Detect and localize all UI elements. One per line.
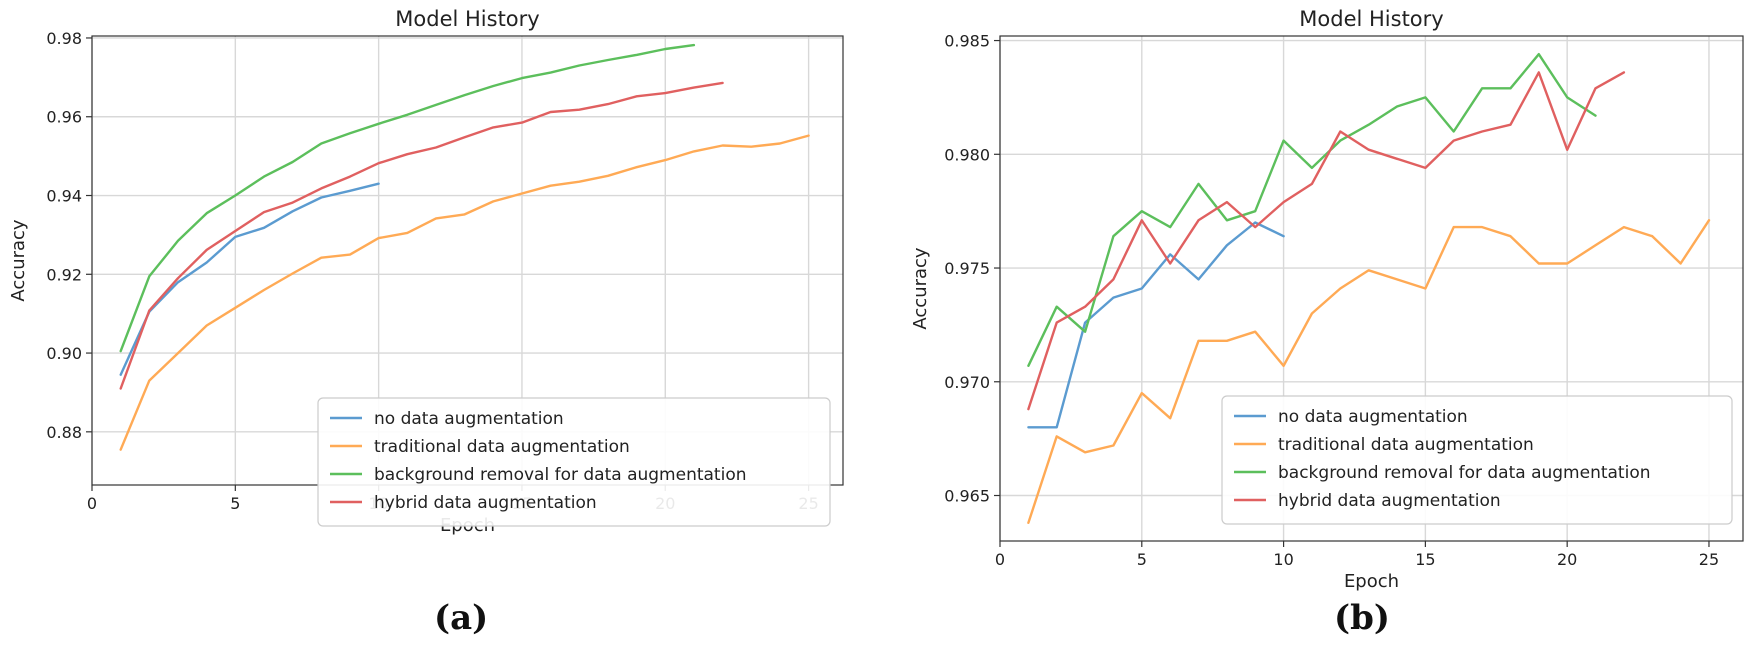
legend-label-2: traditional data augmentation [1278, 435, 1534, 455]
y-tick-label: 0.90 [46, 344, 82, 363]
x-tick-label: 0 [87, 494, 97, 513]
panel-caption-b: (b) [1334, 598, 1390, 638]
panel-caption-a: (a) [434, 598, 489, 638]
y-tick-label: 0.92 [46, 265, 82, 284]
series-line-1 [119, 182, 380, 376]
legend-label-1: no data augmentation [1278, 407, 1468, 427]
x-tick-label: 5 [230, 494, 240, 513]
legend: no data augmentation traditional data aug… [317, 397, 831, 527]
chart-title: Model History [1299, 7, 1443, 31]
y-tick-label: 0.980 [944, 145, 990, 164]
chart-panel-a: 05101520250.880.900.920.940.960.98Model … [8, 7, 844, 536]
x-axis-label: Epoch [1344, 571, 1399, 592]
legend-label-3: background removal for data augmentation [374, 465, 747, 485]
series-line-3 [119, 43, 696, 353]
legend-label-1: no data augmentation [374, 409, 564, 429]
y-tick-label: 0.88 [46, 423, 82, 442]
series-line-2 [119, 134, 810, 451]
series-line-4 [119, 81, 724, 390]
legend-box [1221, 395, 1733, 525]
y-axis-label: Accuracy [910, 247, 931, 330]
legend-label-4: hybrid data augmentation [1278, 491, 1501, 511]
x-tick-label: 5 [1137, 550, 1147, 569]
series-line-1 [1027, 221, 1285, 429]
y-tick-label: 0.94 [46, 187, 82, 206]
y-tick-label: 0.975 [944, 259, 990, 278]
series-line-3 [1027, 53, 1597, 367]
legend-box [317, 397, 831, 527]
y-tick-label: 0.965 [944, 487, 990, 506]
series-line-2 [1027, 219, 1711, 524]
panel-caption-b-letter: b [1350, 598, 1374, 638]
y-tick-label: 0.96 [46, 108, 82, 127]
y-tick-label: 0.98 [46, 29, 82, 48]
legend-label-2: traditional data augmentation [374, 437, 630, 457]
x-tick-label: 15 [1415, 550, 1435, 569]
legend-label-3: background removal for data augmentation [1278, 463, 1651, 483]
legend: no data augmentation traditional data aug… [1221, 395, 1733, 525]
x-tick-label: 25 [1699, 550, 1719, 569]
plot-frame [999, 35, 1744, 542]
x-tick-label: 20 [1557, 550, 1577, 569]
y-axis-label: Accuracy [8, 219, 29, 302]
y-tick-label: 0.985 [944, 32, 990, 51]
legend-label-4: hybrid data augmentation [374, 493, 597, 513]
x-tick-label: 10 [1273, 550, 1293, 569]
chart-panel-b: 0 5 10 15 20 25 0.965 0.970 0.975 0.980 0.985 Model… [910, 7, 1744, 592]
panel-caption-a-letter: a [450, 598, 473, 638]
y-tick-label: 0.970 [944, 373, 990, 392]
series-line-4 [1027, 71, 1626, 411]
x-tick-label: 0 [995, 550, 1005, 569]
chart-title: Model History [395, 7, 539, 31]
